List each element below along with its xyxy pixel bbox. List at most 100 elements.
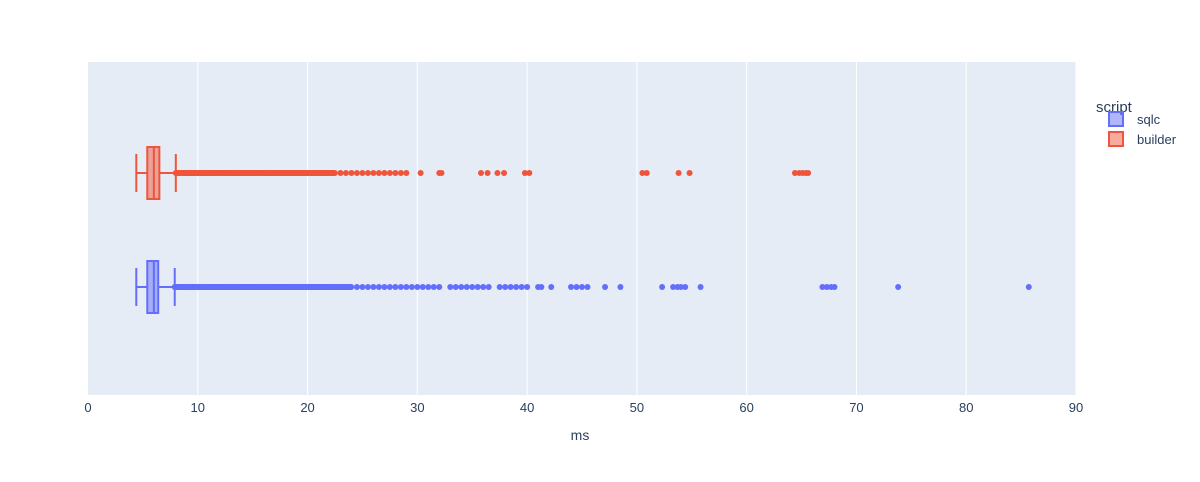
outlier-point [617, 284, 624, 290]
x-axis-ticks: 0 10 20 30 40 50 60 70 80 90 [84, 400, 1083, 415]
outlier-point [675, 170, 682, 176]
outlier-point [579, 284, 585, 290]
outlier-point [370, 170, 377, 176]
outlier-point [397, 284, 404, 290]
legend-item-builder[interactable]: builder [1108, 131, 1177, 147]
outlier-point [386, 284, 393, 290]
outlier-point [895, 284, 902, 290]
outlier-point [484, 170, 491, 176]
outlier-point [417, 170, 424, 176]
outlier-point [639, 170, 646, 176]
legend-swatch [1108, 131, 1124, 147]
outlier-point [501, 170, 508, 176]
outlier-point [602, 284, 609, 290]
legend-label: sqlc [1137, 112, 1161, 127]
outlier-point [348, 284, 355, 290]
outlier-point [568, 284, 575, 290]
outlier-point [359, 170, 366, 176]
outlier-point [375, 284, 382, 290]
outlier-point [381, 284, 388, 290]
outlier-point [353, 170, 360, 176]
outlier-point [507, 284, 514, 290]
outlier-point [386, 170, 393, 176]
outlier-point [436, 284, 443, 290]
outlier-point [337, 170, 344, 176]
box-traces [135, 146, 1032, 314]
outlier-point [392, 170, 399, 176]
outlier-point [408, 284, 415, 290]
outlier-point [548, 284, 555, 290]
plot-area [88, 62, 1076, 395]
outlier-point [823, 284, 830, 290]
outlier-point [496, 284, 503, 290]
outlier-point [381, 170, 388, 176]
outlier-point [430, 284, 437, 290]
x-tick-label: 90 [1069, 400, 1083, 415]
outlier-point [447, 284, 454, 290]
outlier-point [414, 284, 421, 290]
outlier-point [1025, 284, 1032, 290]
outlier-point [573, 284, 580, 290]
outlier-point [364, 170, 371, 176]
legend-items[interactable]: sqlc builder [1108, 111, 1177, 147]
outlier-point [458, 284, 465, 290]
outlier-point [513, 284, 520, 290]
legend-label: builder [1137, 132, 1177, 147]
outlier-point [485, 284, 492, 290]
outlier-point [686, 170, 693, 176]
outlier-point [348, 170, 355, 176]
outlier-point [538, 284, 545, 290]
outlier-point [342, 170, 349, 176]
outlier-point [478, 170, 485, 176]
outlier-point [359, 284, 366, 290]
outlier-point [682, 284, 689, 290]
x-tick-label: 80 [959, 400, 973, 415]
outlier-point [831, 284, 838, 290]
box-trace-builder [135, 146, 812, 200]
x-tick-label: 20 [300, 400, 314, 415]
outlier-point [697, 284, 704, 290]
box-iqr [146, 260, 160, 314]
outlier-point [370, 284, 377, 290]
outlier-point [403, 284, 410, 290]
outlier-point [480, 284, 487, 290]
x-tick-label: 30 [410, 400, 424, 415]
box-trace-sqlc [135, 260, 1032, 314]
legend-item-sqlc[interactable]: sqlc [1108, 111, 1161, 127]
outlier-point [419, 284, 426, 290]
x-tick-label: 0 [84, 400, 91, 415]
outlier-point [463, 284, 470, 290]
outlier-point [474, 284, 481, 290]
outlier-point [403, 170, 410, 176]
outlier-point [670, 284, 677, 290]
x-tick-label: 60 [739, 400, 753, 415]
outlier-point [425, 284, 432, 290]
outlier-point [364, 284, 371, 290]
outlier-point [805, 170, 812, 176]
outlier-point [659, 284, 666, 290]
outlier-point [397, 170, 404, 176]
outlier-point [518, 284, 525, 290]
outlier-point [502, 284, 509, 290]
outlier-point [331, 170, 338, 176]
outlier-point [526, 170, 533, 176]
x-tick-label: 70 [849, 400, 863, 415]
outlier-point [353, 284, 360, 290]
x-tick-label: 40 [520, 400, 534, 415]
x-tick-label: 10 [191, 400, 205, 415]
outlier-point [584, 284, 591, 290]
outlier-point [791, 170, 798, 176]
outlier-point [392, 284, 399, 290]
outlier-point [643, 170, 650, 176]
outlier-point [494, 170, 501, 176]
outlier-point [524, 284, 531, 290]
outlier-point [521, 170, 528, 176]
outlier-point [677, 284, 684, 290]
outlier-point [452, 284, 459, 290]
x-tick-label: 50 [630, 400, 644, 415]
outlier-point [819, 284, 826, 290]
outlier-point [469, 284, 476, 290]
x-axis-title: ms [571, 427, 590, 443]
